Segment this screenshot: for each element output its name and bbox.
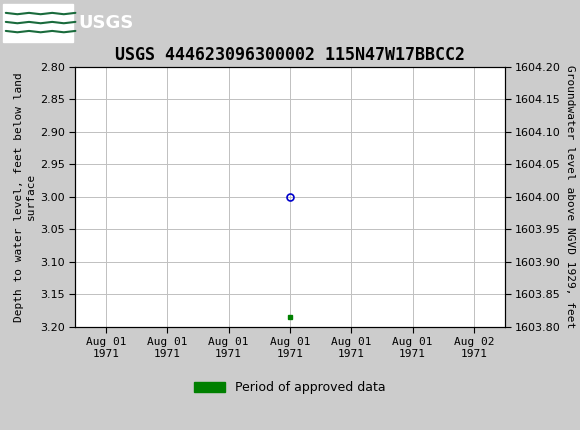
Legend: Period of approved data: Period of approved data	[189, 376, 391, 399]
Y-axis label: Groundwater level above NGVD 1929, feet: Groundwater level above NGVD 1929, feet	[565, 65, 575, 329]
Text: USGS 444623096300002 115N47W17BBCC2: USGS 444623096300002 115N47W17BBCC2	[115, 46, 465, 64]
Text: USGS: USGS	[78, 14, 133, 31]
Y-axis label: Depth to water level, feet below land
surface: Depth to water level, feet below land su…	[14, 72, 36, 322]
Bar	[3, 3, 72, 42]
